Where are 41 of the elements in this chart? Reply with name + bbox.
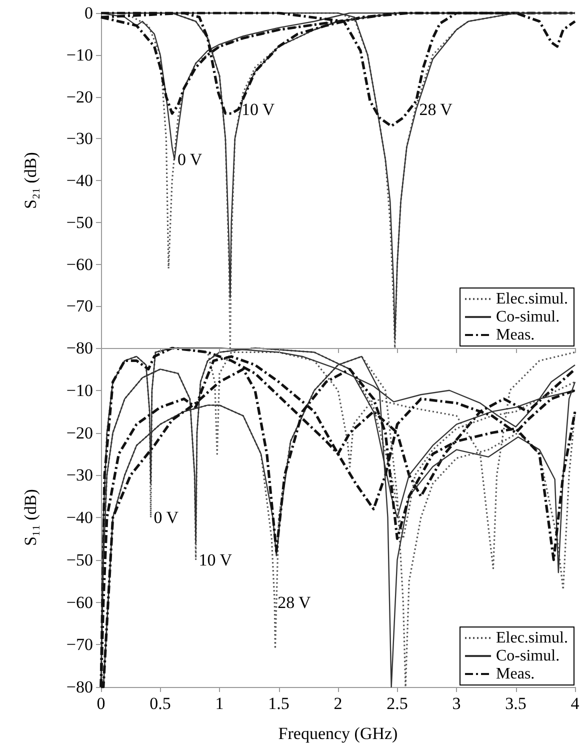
y-tick-label: −10 bbox=[66, 380, 93, 400]
y-tick-label: −50 bbox=[66, 212, 93, 232]
y-tick-label: −80 bbox=[66, 338, 93, 358]
legend-label: Meas. bbox=[496, 666, 535, 682]
legend-label: Co-simul. bbox=[496, 648, 560, 664]
x-tick-label: 0 bbox=[96, 694, 106, 713]
y-tick-label: −60 bbox=[66, 254, 93, 274]
y-tick-label: −30 bbox=[66, 466, 93, 485]
y-tick-label: −70 bbox=[66, 635, 93, 654]
x-tick-label: 0.5 bbox=[150, 694, 171, 713]
x-tick-label: 2 bbox=[334, 694, 342, 713]
x-axis-title: Frequency (GHz) bbox=[278, 724, 398, 743]
y-tick-label: −30 bbox=[66, 129, 93, 148]
x-tick-label: 2.5 bbox=[386, 694, 408, 713]
annotation: 10 V bbox=[198, 550, 233, 570]
y-tick-label: −20 bbox=[66, 87, 93, 106]
y-tick-label: −60 bbox=[66, 592, 93, 612]
y-tick-label: −20 bbox=[66, 423, 93, 442]
y-tick-label: −80 bbox=[66, 678, 93, 696]
y-axis-title: S₁₁ (dB) bbox=[21, 489, 40, 546]
annotation: 28 V bbox=[278, 592, 312, 612]
y-tick-label: −50 bbox=[66, 550, 93, 570]
annotation: 10 V bbox=[241, 100, 276, 119]
annotation: 28 V bbox=[419, 100, 454, 119]
y-tick-label: −70 bbox=[66, 296, 93, 316]
legend-label: Meas. bbox=[496, 326, 535, 344]
annotation: 0 V bbox=[177, 150, 203, 170]
y-tick-label: 0 bbox=[84, 4, 93, 22]
legend-label: Elec.simul. bbox=[496, 630, 568, 646]
x-tick-label: 4 bbox=[570, 694, 580, 713]
x-tick-label: 1 bbox=[215, 694, 224, 713]
y-axis-title: S₂₁ (dB) bbox=[21, 152, 40, 209]
legend-label: Co-simul. bbox=[496, 308, 560, 326]
legend-label: Elec.simul. bbox=[496, 290, 568, 308]
y-tick-label: −40 bbox=[66, 508, 93, 527]
x-tick-label: 1.5 bbox=[268, 694, 290, 713]
y-tick-label: −40 bbox=[66, 171, 93, 190]
x-tick-label: 3.5 bbox=[505, 694, 526, 713]
annotation: 0 V bbox=[154, 508, 180, 527]
x-tick-label: 3 bbox=[452, 694, 461, 713]
y-tick-label: −10 bbox=[66, 45, 93, 64]
